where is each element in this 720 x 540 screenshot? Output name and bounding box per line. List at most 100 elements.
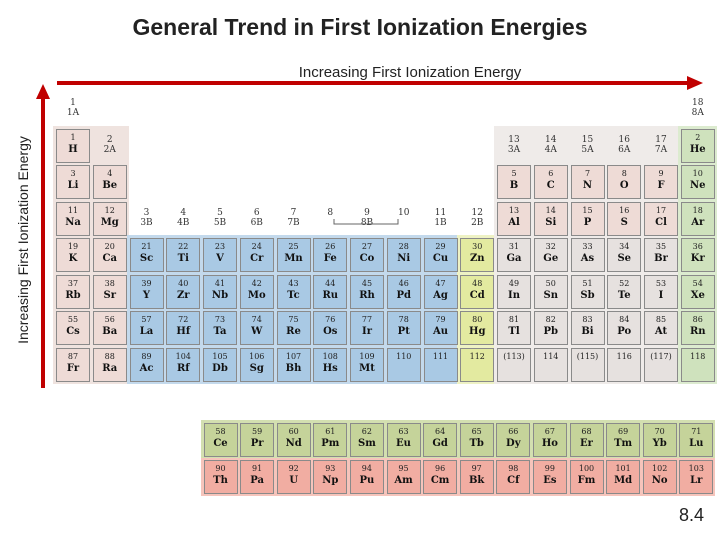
atomic-number: 118 [690,351,706,361]
element-Tb: 65 Tb [459,423,494,457]
element-symbol: Th [213,475,228,486]
atomic-number: 10 [692,169,703,178]
element-Ca: 20 Ca [92,238,127,272]
atomic-number: 74 [251,315,262,324]
element-symbol: Yb [652,438,667,449]
element-symbol: Ti [177,253,189,264]
group-label: 9 8B [360,207,374,228]
atomic-number: 7 [584,169,591,178]
atomic-number: 53 [655,278,667,288]
element-symbol: Bk [468,475,485,486]
element-symbol: He [689,143,706,155]
group-label: 6 6B [250,207,263,228]
atomic-number: 46 [398,278,409,288]
element-Te: 52 Te [607,274,642,309]
atomic-number: 44 [325,278,336,288]
atomic-number: 69 [618,427,629,436]
element-Cd: 48 Cd [460,274,495,309]
element-symbol: Li [67,180,79,191]
element-110: 110 [386,347,421,382]
element-symbol: Rh [359,289,375,301]
element-Cu: 29 Cu [423,238,458,272]
element-Rf: 104 Rf [166,347,201,382]
element-symbol: O [619,180,629,191]
atomic-number: 71 [691,427,702,436]
atomic-number: 32 [545,242,556,251]
element-symbol: Mo [247,289,266,301]
element-symbol: N [582,180,593,191]
atomic-number: 90 [215,464,226,473]
atomic-number: 73 [214,315,226,324]
element-Hs: 108 Hs [313,347,348,382]
atomic-number: 87 [67,351,79,361]
atomic-number: 11 [67,205,79,215]
group-label: 16 6A [618,134,631,155]
element-Hf: 72 Hf [166,311,201,345]
element-Er: 68 Er [569,423,604,457]
atomic-number: 67 [544,427,555,436]
element-symbol: Fe [323,253,337,264]
element-Al: 13 Al [497,201,531,236]
atomic-number: 110 [396,351,412,361]
element-Lu: 71 Lu [679,423,714,457]
element-symbol: Lr [690,475,703,486]
atomic-number: 102 [652,464,668,473]
element-118: 118 [680,347,715,382]
element-Th: 90 Th [203,460,238,494]
element-symbol: Ru [322,289,339,301]
element-symbol: Ca [102,253,117,264]
element-Ga: 31 Ga [497,238,531,272]
atomic-number: 47 [435,278,446,288]
group-label: 11 1B [434,207,447,228]
element-V: 23 V [203,238,237,272]
element-As: 33 As [570,238,605,272]
atomic-number: 4 [107,169,113,178]
element-Bh: 107 Bh [276,347,311,382]
group-label: 3 3B [140,207,153,228]
element-symbol: Pa [250,475,264,486]
atomic-number: 66 [508,427,519,436]
element-Mt: 109 Mt [350,347,384,382]
atomic-number: 84 [619,315,630,324]
atomic-number: (113) [503,351,525,361]
atomic-number: 98 [508,464,519,473]
atomic-number: 85 [655,315,667,324]
element-symbol: Te [617,289,631,301]
element-Am: 95 Am [386,460,421,494]
atomic-number: 111 [432,351,449,361]
atomic-number: 61 [325,427,336,436]
element-symbol: Na [65,216,81,228]
element-symbol: Pu [359,475,375,486]
atomic-number: 51 [582,278,593,288]
atomic-number: 64 [435,427,446,436]
group-label: 8 [327,207,334,218]
atomic-number: 109 [359,351,375,361]
element-symbol: Dy [506,438,521,449]
element-Rn: 86 Rn [680,311,715,345]
atomic-number: 39 [141,278,152,288]
element-Np: 93 Np [313,460,348,494]
element-Fr: 87 Fr [56,347,90,382]
element-K: 19 K [56,238,90,272]
element-symbol: F [657,180,665,191]
element-symbol: Sr [103,289,117,301]
element-Bi: 83 Bi [570,311,605,345]
element-Si: 14 Si [533,201,568,236]
element-Fm: 100 Fm [569,460,604,494]
element-Ru: 44 Ru [313,274,348,309]
element-Be: 4 Be [92,165,127,199]
atomic-number: 103 [688,464,704,473]
element-symbol: Os [323,326,338,337]
element-symbol: Cd [469,289,485,301]
element-symbol: Ta [213,326,227,337]
element-S: 16 S [607,201,642,236]
element-Ge: 32 Ge [533,238,568,272]
element-symbol: Ni [397,253,411,264]
element-symbol: Rf [176,362,190,374]
element-Os: 76 Os [313,311,348,345]
element-Bk: 97 Bk [459,460,494,494]
